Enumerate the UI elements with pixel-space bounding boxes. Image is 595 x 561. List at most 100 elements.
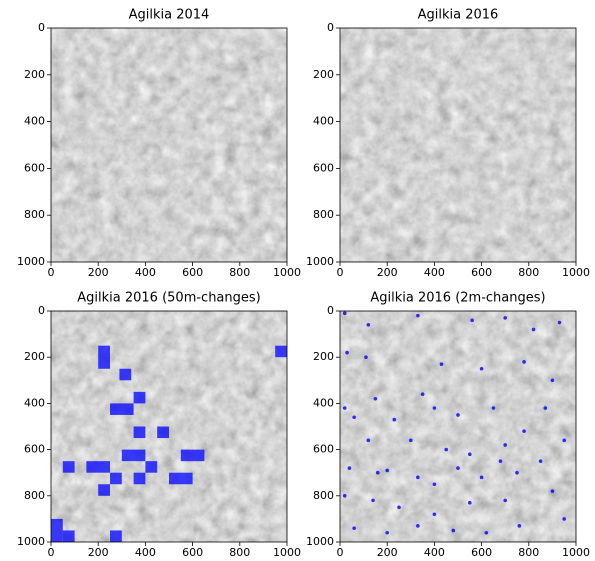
change-point	[480, 476, 484, 480]
y-tick-label: 400	[24, 396, 45, 409]
change-point	[364, 355, 368, 359]
x-tick-label: 200	[377, 266, 398, 279]
y-tick-label: 400	[313, 115, 334, 128]
change-region	[119, 369, 131, 381]
y-tick-label: 1000	[17, 535, 45, 548]
y-tick-label: 0	[38, 21, 45, 34]
change-point	[376, 471, 380, 475]
change-point	[392, 418, 396, 422]
change-point	[468, 452, 472, 456]
change-region	[63, 530, 75, 542]
change-region	[169, 473, 193, 485]
change-region	[145, 461, 157, 473]
image	[340, 311, 576, 542]
change-point	[480, 367, 484, 371]
x-tick-label: 400	[135, 266, 156, 279]
change-point	[562, 517, 566, 521]
y-tick-label: 200	[313, 68, 334, 81]
y-tick-label: 1000	[306, 255, 334, 268]
x-tick-label: 800	[229, 546, 250, 559]
change-point	[345, 351, 349, 355]
change-point	[470, 318, 474, 322]
change-point	[492, 406, 496, 410]
change-region	[98, 346, 110, 369]
y-tick-label: 0	[327, 21, 334, 34]
change-point	[539, 459, 543, 463]
change-region	[134, 392, 146, 404]
change-point	[485, 531, 489, 535]
change-point	[343, 312, 347, 316]
change-point	[348, 466, 352, 470]
change-point	[352, 415, 356, 419]
x-tick-label: 1000	[562, 266, 590, 279]
y-tick-label: 800	[313, 489, 334, 502]
x-tick-label: 0	[337, 266, 344, 279]
panel-title: Agilkia 2016	[418, 8, 499, 23]
change-point	[385, 531, 389, 535]
y-tick-label: 0	[327, 304, 334, 317]
x-tick-label: 800	[518, 266, 539, 279]
change-point	[433, 406, 437, 410]
figure: Agilkia 20140200400600800100002004006008…	[0, 0, 595, 561]
change-point	[371, 499, 375, 503]
change-point	[515, 471, 519, 475]
change-point	[522, 429, 526, 433]
change-point	[444, 448, 448, 452]
change-point	[503, 499, 507, 503]
y-tick-label: 600	[313, 443, 334, 456]
change-point	[367, 439, 371, 443]
change-point	[433, 482, 437, 486]
change-point	[421, 392, 425, 396]
change-region	[86, 461, 110, 473]
change-region	[63, 461, 75, 473]
change-region	[134, 427, 146, 439]
y-tick-label: 400	[24, 115, 45, 128]
x-tick-label: 400	[424, 266, 445, 279]
change-point	[397, 506, 401, 510]
change-point	[416, 524, 420, 528]
image	[340, 28, 576, 262]
x-tick-label: 400	[424, 546, 445, 559]
x-tick-label: 600	[471, 266, 492, 279]
y-tick-label: 800	[313, 208, 334, 221]
change-region	[51, 519, 63, 542]
x-tick-label: 0	[48, 266, 55, 279]
x-tick-label: 0	[337, 546, 344, 559]
change-point	[343, 406, 347, 410]
x-tick-label: 200	[88, 546, 109, 559]
change-region	[98, 484, 110, 496]
x-tick-label: 1000	[273, 266, 301, 279]
change-point	[522, 360, 526, 364]
x-tick-label: 400	[135, 546, 156, 559]
change-region	[275, 346, 287, 358]
change-point	[551, 379, 555, 383]
x-tick-label: 1000	[273, 546, 301, 559]
change-point	[499, 459, 503, 463]
change-region	[110, 530, 122, 542]
change-point	[409, 439, 413, 443]
y-tick-label: 600	[313, 161, 334, 174]
image	[51, 28, 287, 262]
x-tick-label: 200	[88, 266, 109, 279]
x-tick-label: 800	[518, 546, 539, 559]
y-tick-label: 1000	[17, 255, 45, 268]
change-point	[343, 494, 347, 498]
change-region	[134, 473, 146, 485]
x-tick-label: 200	[377, 546, 398, 559]
change-point	[503, 316, 507, 320]
x-tick-label: 800	[229, 266, 250, 279]
y-tick-label: 200	[24, 68, 45, 81]
y-tick-label: 600	[24, 161, 45, 174]
y-tick-label: 0	[38, 304, 45, 317]
y-tick-label: 600	[24, 443, 45, 456]
y-tick-label: 800	[24, 489, 45, 502]
change-point	[352, 526, 356, 530]
change-point	[416, 476, 420, 480]
change-point	[451, 529, 455, 533]
change-point	[416, 314, 420, 318]
change-point	[544, 406, 548, 410]
y-tick-label: 200	[313, 350, 334, 363]
x-tick-label: 600	[182, 266, 203, 279]
change-point	[440, 362, 444, 366]
change-point	[367, 323, 371, 327]
